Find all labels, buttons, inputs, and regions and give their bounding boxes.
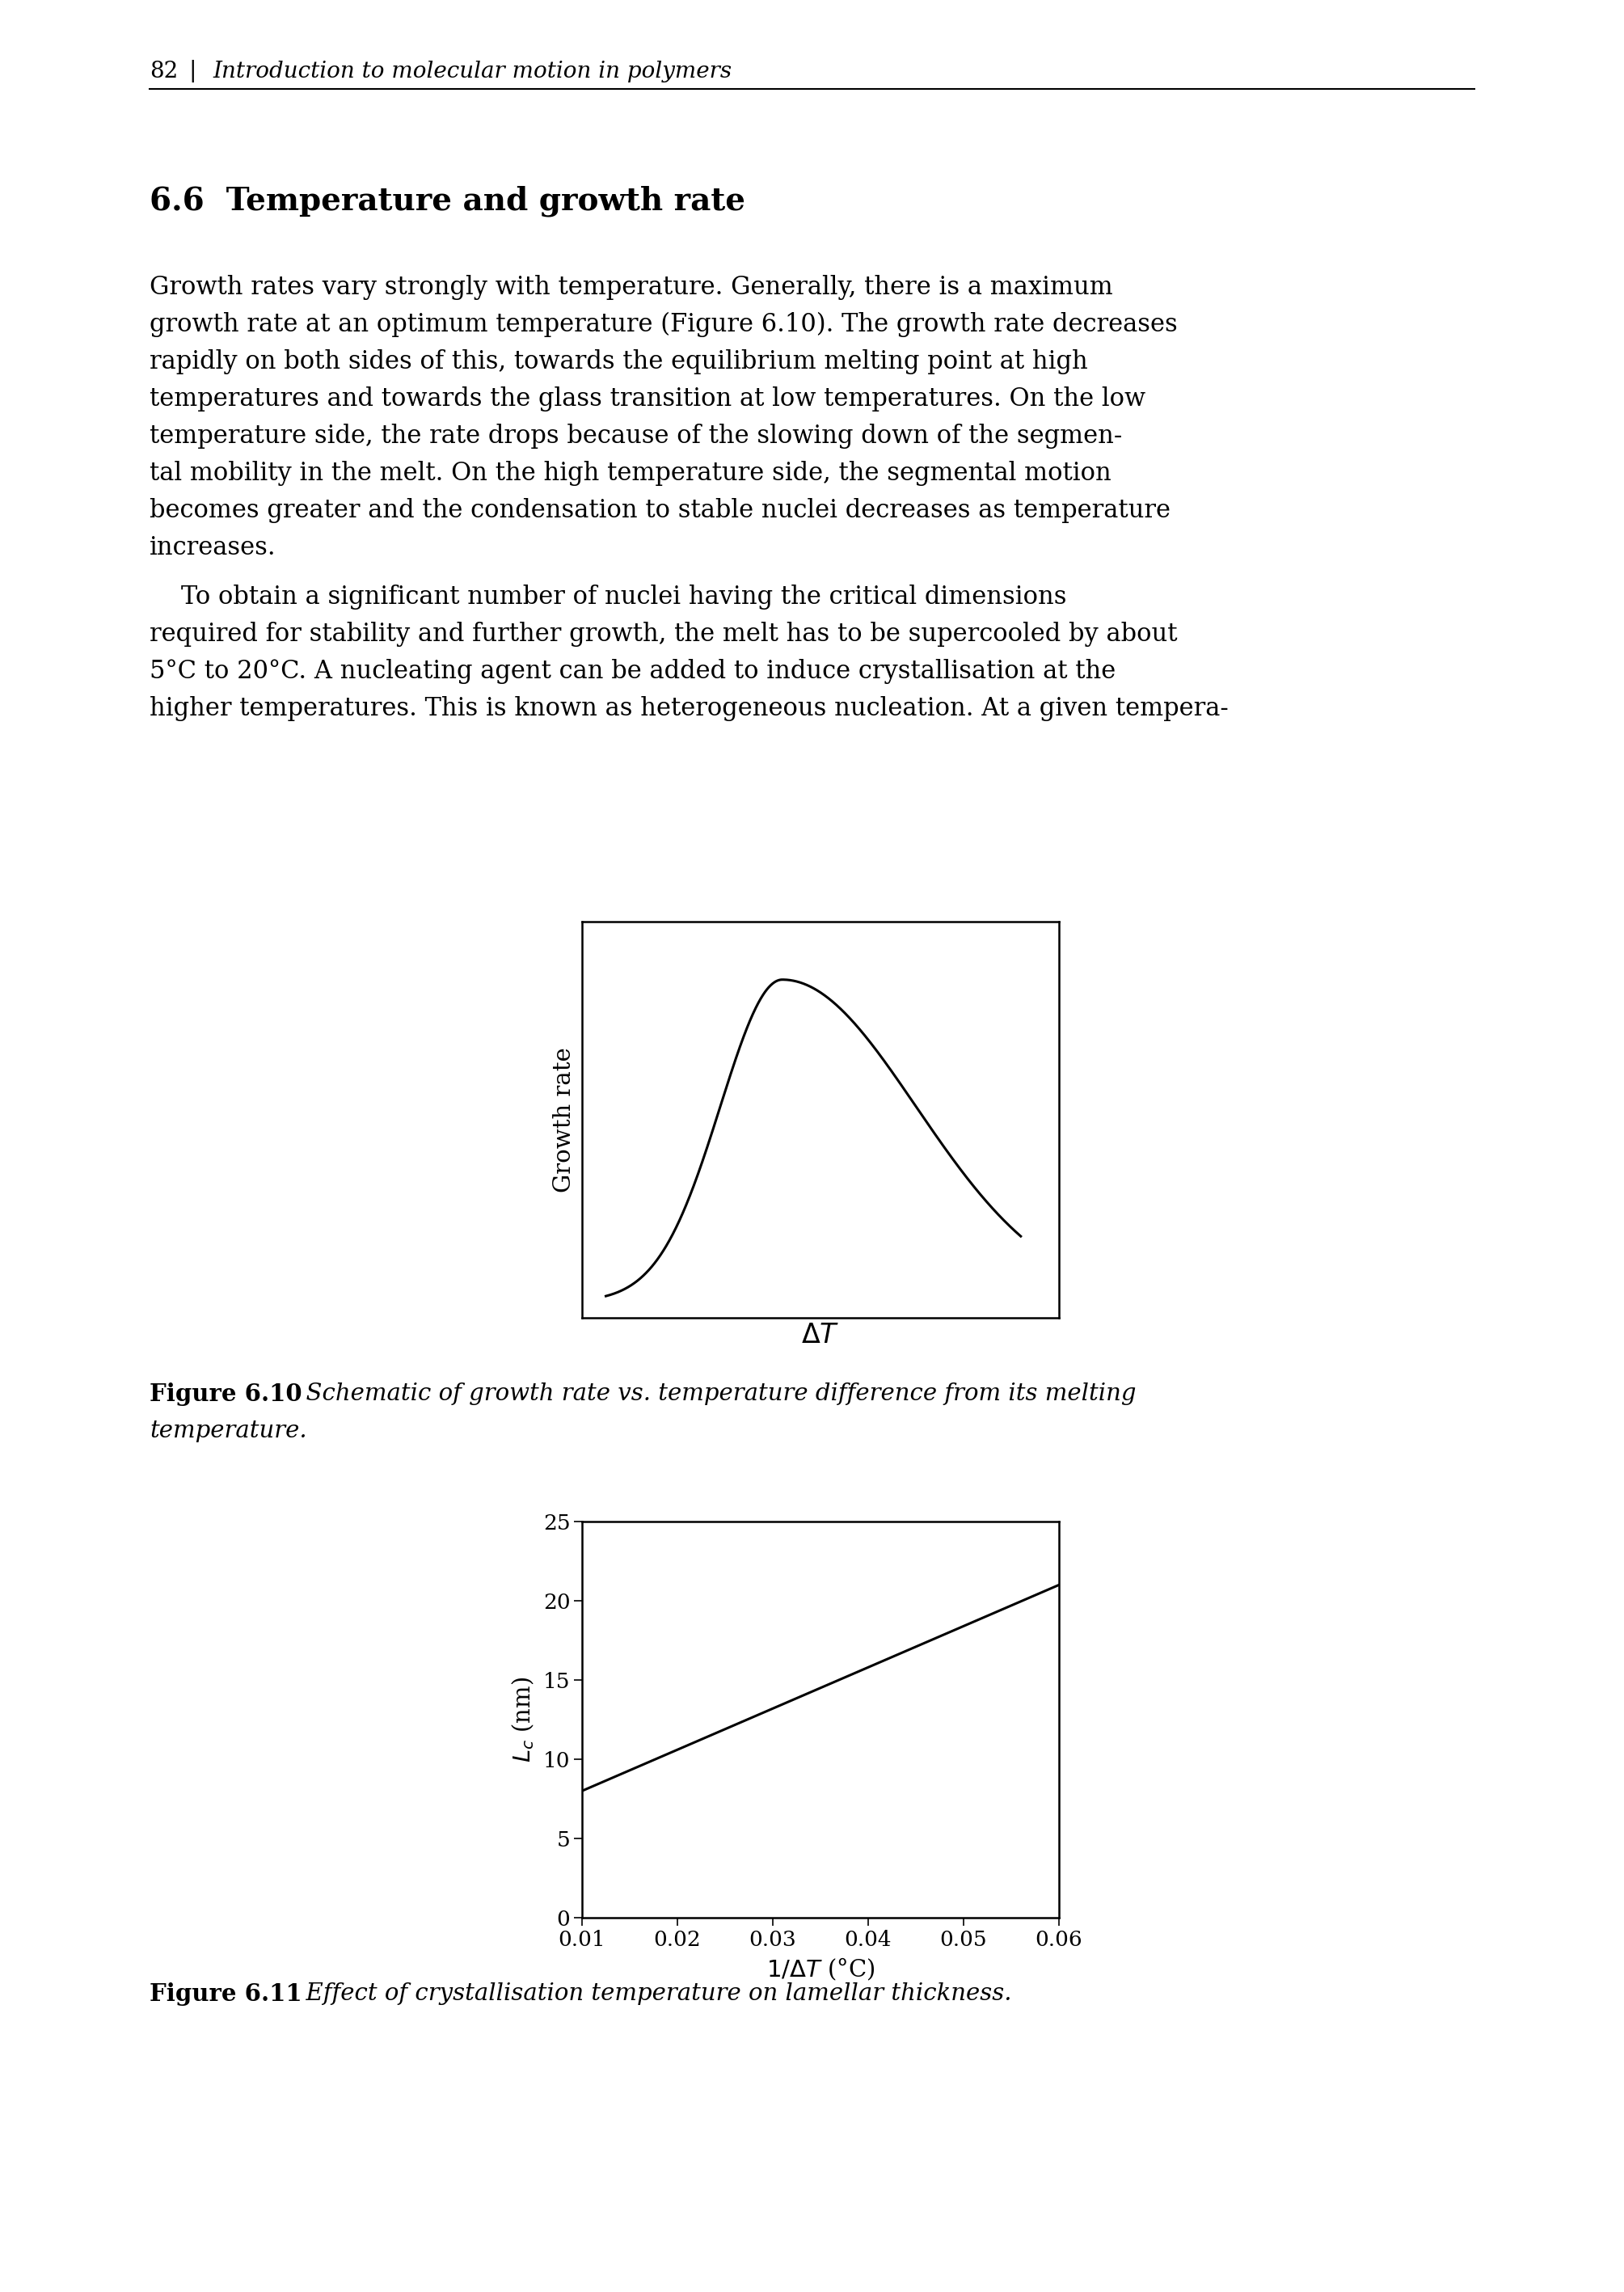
Text: 82: 82 [149,60,179,83]
Text: rapidly on both sides of this, towards the equilibrium melting point at high: rapidly on both sides of this, towards t… [149,348,1088,374]
Text: temperatures and towards the glass transition at low temperatures. On the low: temperatures and towards the glass trans… [149,387,1145,413]
Text: Introduction to molecular motion in polymers: Introduction to molecular motion in poly… [213,60,732,83]
Text: growth rate at an optimum temperature (Figure 6.10). The growth rate decreases: growth rate at an optimum temperature (F… [149,312,1177,337]
Text: temperature side, the rate drops because of the slowing down of the segmen-: temperature side, the rate drops because… [149,424,1122,449]
Text: becomes greater and the condensation to stable nuclei decreases as temperature: becomes greater and the condensation to … [149,497,1171,523]
Text: To obtain a significant number of nuclei having the critical dimensions: To obtain a significant number of nuclei… [149,584,1067,610]
Text: higher temperatures. This is known as heterogeneous nucleation. At a given tempe: higher temperatures. This is known as he… [149,697,1228,722]
Text: Figure 6.11: Figure 6.11 [149,1983,302,2006]
Text: |: | [188,60,197,83]
Text: Growth rates vary strongly with temperature. Generally, there is a maximum: Growth rates vary strongly with temperat… [149,275,1112,300]
Text: increases.: increases. [149,536,276,559]
X-axis label: $\Delta T$: $\Delta T$ [801,1322,840,1348]
Text: required for stability and further growth, the melt has to be supercooled by abo: required for stability and further growt… [149,621,1177,646]
Text: Effect of crystallisation temperature on lamellar thickness.: Effect of crystallisation temperature on… [291,1983,1012,2006]
Text: Figure 6.10: Figure 6.10 [149,1382,302,1405]
Text: Schematic of growth rate vs. temperature difference from its melting: Schematic of growth rate vs. temperature… [291,1382,1137,1405]
Y-axis label: $L_c$ (nm): $L_c$ (nm) [512,1678,536,1763]
X-axis label: $1/\Delta T$ (°C): $1/\Delta T$ (°C) [767,1957,875,1983]
Text: tal mobility in the melt. On the high temperature side, the segmental motion: tal mobility in the melt. On the high te… [149,461,1111,486]
Y-axis label: Growth rate: Growth rate [552,1047,575,1192]
Text: temperature.: temperature. [149,1419,307,1442]
Text: 6.6  Temperature and growth rate: 6.6 Temperature and growth rate [149,186,745,218]
Text: 5°C to 20°C. A nucleating agent can be added to induce crystallisation at the: 5°C to 20°C. A nucleating agent can be a… [149,658,1116,683]
